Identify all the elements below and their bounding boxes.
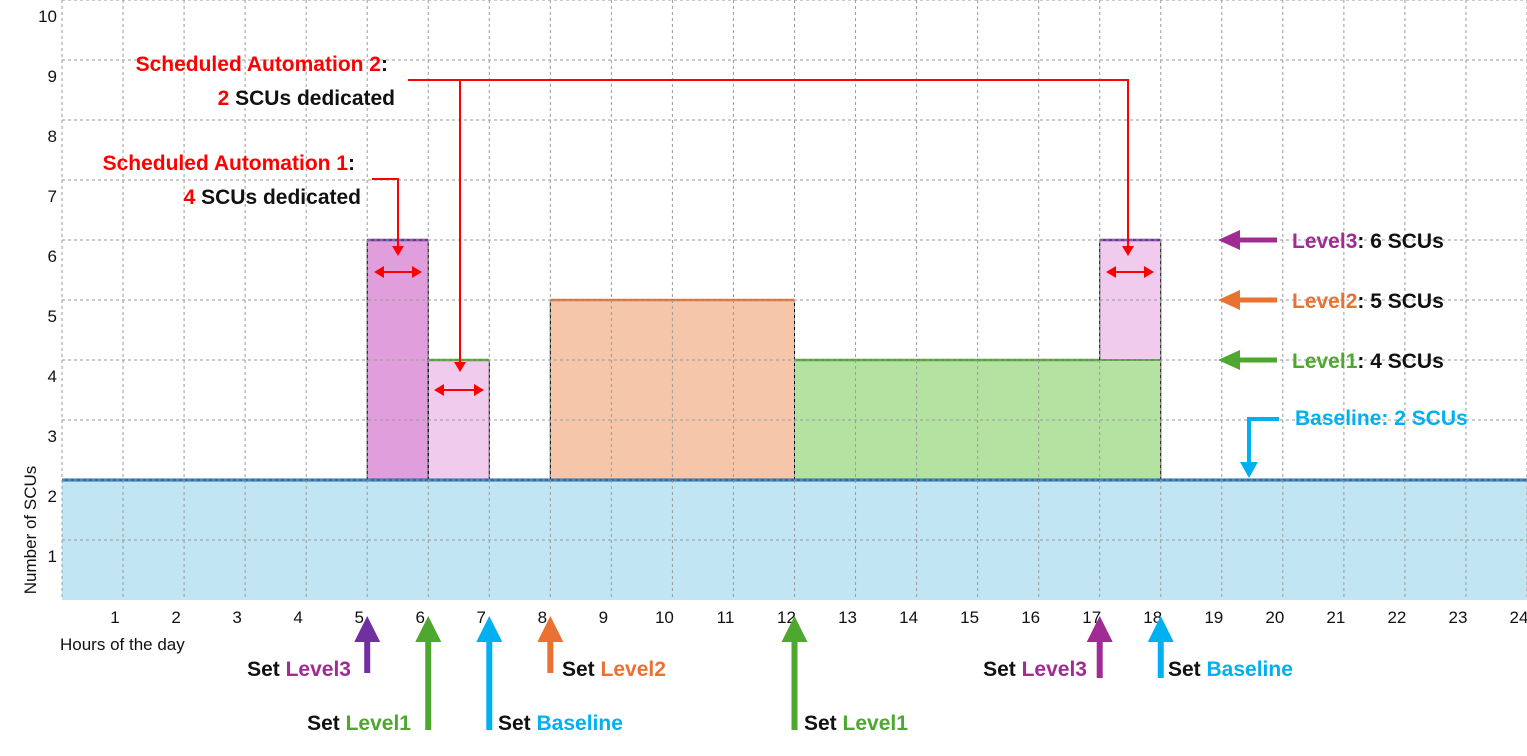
set-level3-arrow-b-head: [1086, 616, 1113, 642]
x-tick-label: 21: [1326, 608, 1345, 627]
set-level1-label-a: Set Level1: [307, 712, 411, 735]
y-tick-label: 10: [38, 7, 57, 26]
x-tick-label: 12: [777, 608, 796, 627]
x-tick-label: 1: [110, 608, 119, 627]
y-tick-label: 2: [48, 487, 57, 506]
tick-labels: 1 2 3 4 5 6 7 8 9 10 11 12 13 14 15 16 17 18 19 20 21 22 23 241…: [38, 7, 1527, 627]
annotation-arrows: [354, 79, 1279, 730]
x-tick-label: 5: [354, 608, 363, 627]
legend-baseline-arrow-head: [1240, 462, 1258, 478]
x-tick-label: 17: [1082, 608, 1101, 627]
y-tick-label: 5: [48, 307, 57, 326]
x-axis-label: Hours of the day: [60, 635, 185, 654]
legend-baseline: Baseline: 2 SCUs: [1295, 407, 1468, 430]
sched1-title: Scheduled Automation 1:: [103, 152, 355, 175]
y-tick-label: 1: [48, 547, 57, 566]
x-tick-label: 24: [1510, 608, 1527, 627]
sched1-bracket: [372, 178, 399, 248]
set-level3-label-a: Set Level3: [247, 658, 351, 681]
y-tick-label: 4: [48, 367, 57, 386]
set-level1-label-b: Set Level1: [804, 712, 908, 735]
y-tick-label: 3: [48, 427, 57, 446]
sched1-width-arrow-head-right: [412, 266, 422, 278]
set-level3-label-b: Set Level3: [983, 658, 1087, 681]
x-tick-label: 15: [960, 608, 979, 627]
sched1-subtitle: 4 SCUs dedicated: [184, 186, 361, 209]
y-tick-label: 9: [48, 67, 57, 86]
set-baseline-label-b: Set Baseline: [1168, 658, 1293, 681]
legend-level1: Level1: 4 SCUs: [1292, 350, 1444, 373]
set-baseline-label-a: Set Baseline: [498, 712, 623, 735]
x-tick-label: 7: [477, 608, 486, 627]
x-tick-label: 6: [416, 608, 425, 627]
sched2-width-arrow-b-head-left: [1106, 266, 1116, 278]
y-axis-label: Number of SCUs: [21, 466, 40, 594]
set-level2-label: Set Level2: [562, 658, 666, 681]
sched2-drop-head: [454, 362, 466, 372]
sched2-subtitle: 2 SCUs dedicated: [218, 87, 395, 110]
set-level2-arrow-head: [537, 616, 564, 642]
x-tick-label: 18: [1143, 608, 1162, 627]
legend-level2: Level2: 5 SCUs: [1292, 290, 1444, 313]
sched2-width-arrow-b-head-right: [1144, 266, 1154, 278]
sched2-width-arrow-a-head-right: [474, 384, 484, 396]
x-tick-label: 16: [1021, 608, 1040, 627]
x-tick-label: 19: [1204, 608, 1223, 627]
sched2-bracket: [408, 79, 1129, 248]
x-tick-label: 10: [655, 608, 674, 627]
x-tick-label: 9: [599, 608, 608, 627]
set-level3-arrow-a-head: [354, 616, 381, 642]
annotations: Hours of the day Number of SCUs Schedule…: [21, 53, 1468, 735]
legend-level3-arrow-head: [1218, 230, 1240, 250]
x-tick-label: 14: [899, 608, 918, 627]
sched2-bracket-head: [1122, 246, 1134, 256]
set-level1-arrow-a-head: [415, 616, 442, 642]
x-tick-label: 11: [717, 608, 735, 627]
legend-level1-arrow-head: [1218, 350, 1240, 370]
x-tick-label: 2: [171, 608, 180, 627]
sched2-title: Scheduled Automation 2:: [136, 53, 388, 76]
x-tick-label: 13: [838, 608, 857, 627]
x-tick-label: 4: [293, 608, 302, 627]
set-baseline-arrow-b-head: [1147, 616, 1174, 642]
sched1-width-arrow-head-left: [374, 266, 384, 278]
legend-level2-arrow-head: [1218, 290, 1240, 310]
legend-baseline-arrow-shaft: [1247, 417, 1279, 464]
y-tick-label: 7: [48, 187, 57, 206]
legend-level3: Level3: 6 SCUs: [1292, 230, 1444, 253]
sched1-bracket-head: [392, 246, 404, 256]
x-tick-label: 23: [1448, 608, 1467, 627]
x-tick-label: 20: [1265, 608, 1284, 627]
y-tick-label: 6: [48, 247, 57, 266]
x-tick-label: 8: [538, 608, 547, 627]
grid-lines: [61, 0, 1527, 600]
y-tick-label: 8: [48, 127, 57, 146]
set-level1-arrow-b-head: [781, 616, 808, 642]
x-tick-label: 22: [1387, 608, 1406, 627]
x-tick-label: 3: [232, 608, 241, 627]
set-baseline-arrow-a-head: [476, 616, 503, 642]
sched2-width-arrow-a-head-left: [434, 384, 444, 396]
